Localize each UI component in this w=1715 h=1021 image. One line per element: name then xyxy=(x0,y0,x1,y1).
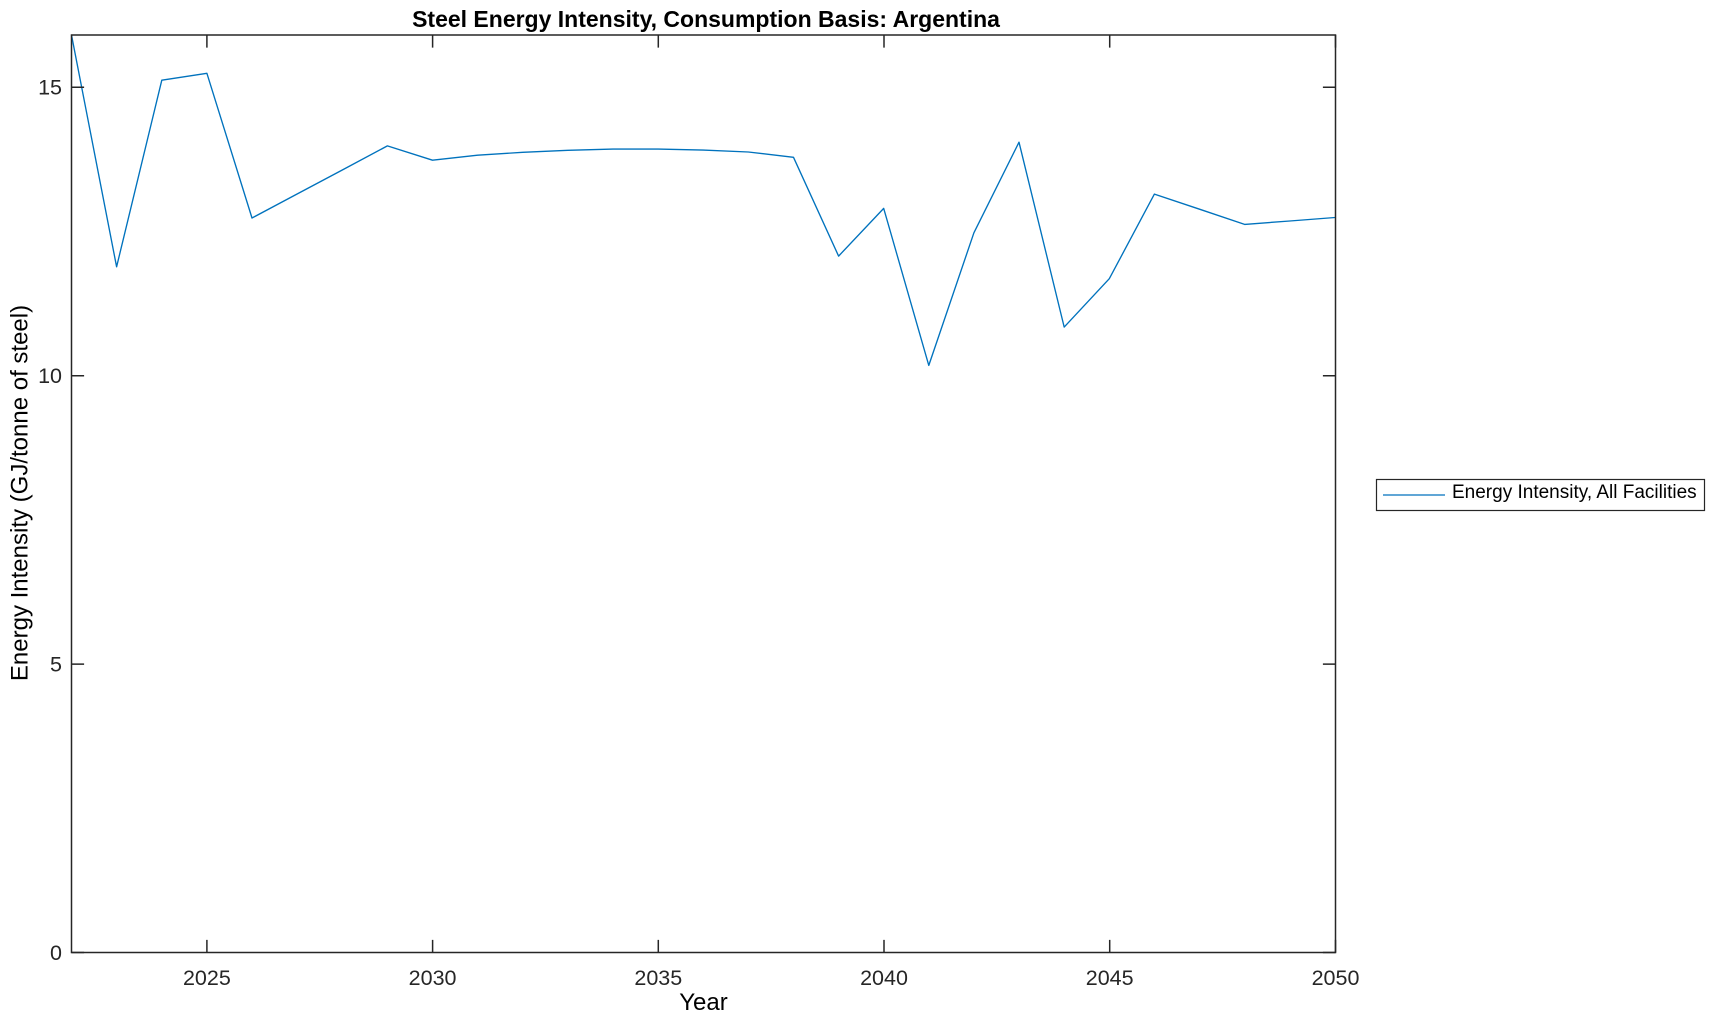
svg-text:Energy Intensity (GJ/tonne of: Energy Intensity (GJ/tonne of steel) xyxy=(6,305,33,681)
svg-text:2030: 2030 xyxy=(409,966,457,990)
svg-text:2050: 2050 xyxy=(1312,966,1360,990)
svg-text:2035: 2035 xyxy=(634,966,682,990)
svg-text:0: 0 xyxy=(50,941,62,965)
svg-text:2045: 2045 xyxy=(1086,966,1134,990)
svg-text:10: 10 xyxy=(38,364,62,388)
svg-text:Year: Year xyxy=(679,989,728,1016)
svg-text:Steel Energy Intensity, Consum: Steel Energy Intensity, Consumption Basi… xyxy=(412,6,1000,32)
svg-text:15: 15 xyxy=(38,76,62,100)
svg-text:2025: 2025 xyxy=(183,966,231,990)
svg-text:2040: 2040 xyxy=(860,966,908,990)
svg-text:Energy Intensity, All Faciliti: Energy Intensity, All Facilities xyxy=(1452,482,1697,503)
svg-text:5: 5 xyxy=(50,653,62,677)
